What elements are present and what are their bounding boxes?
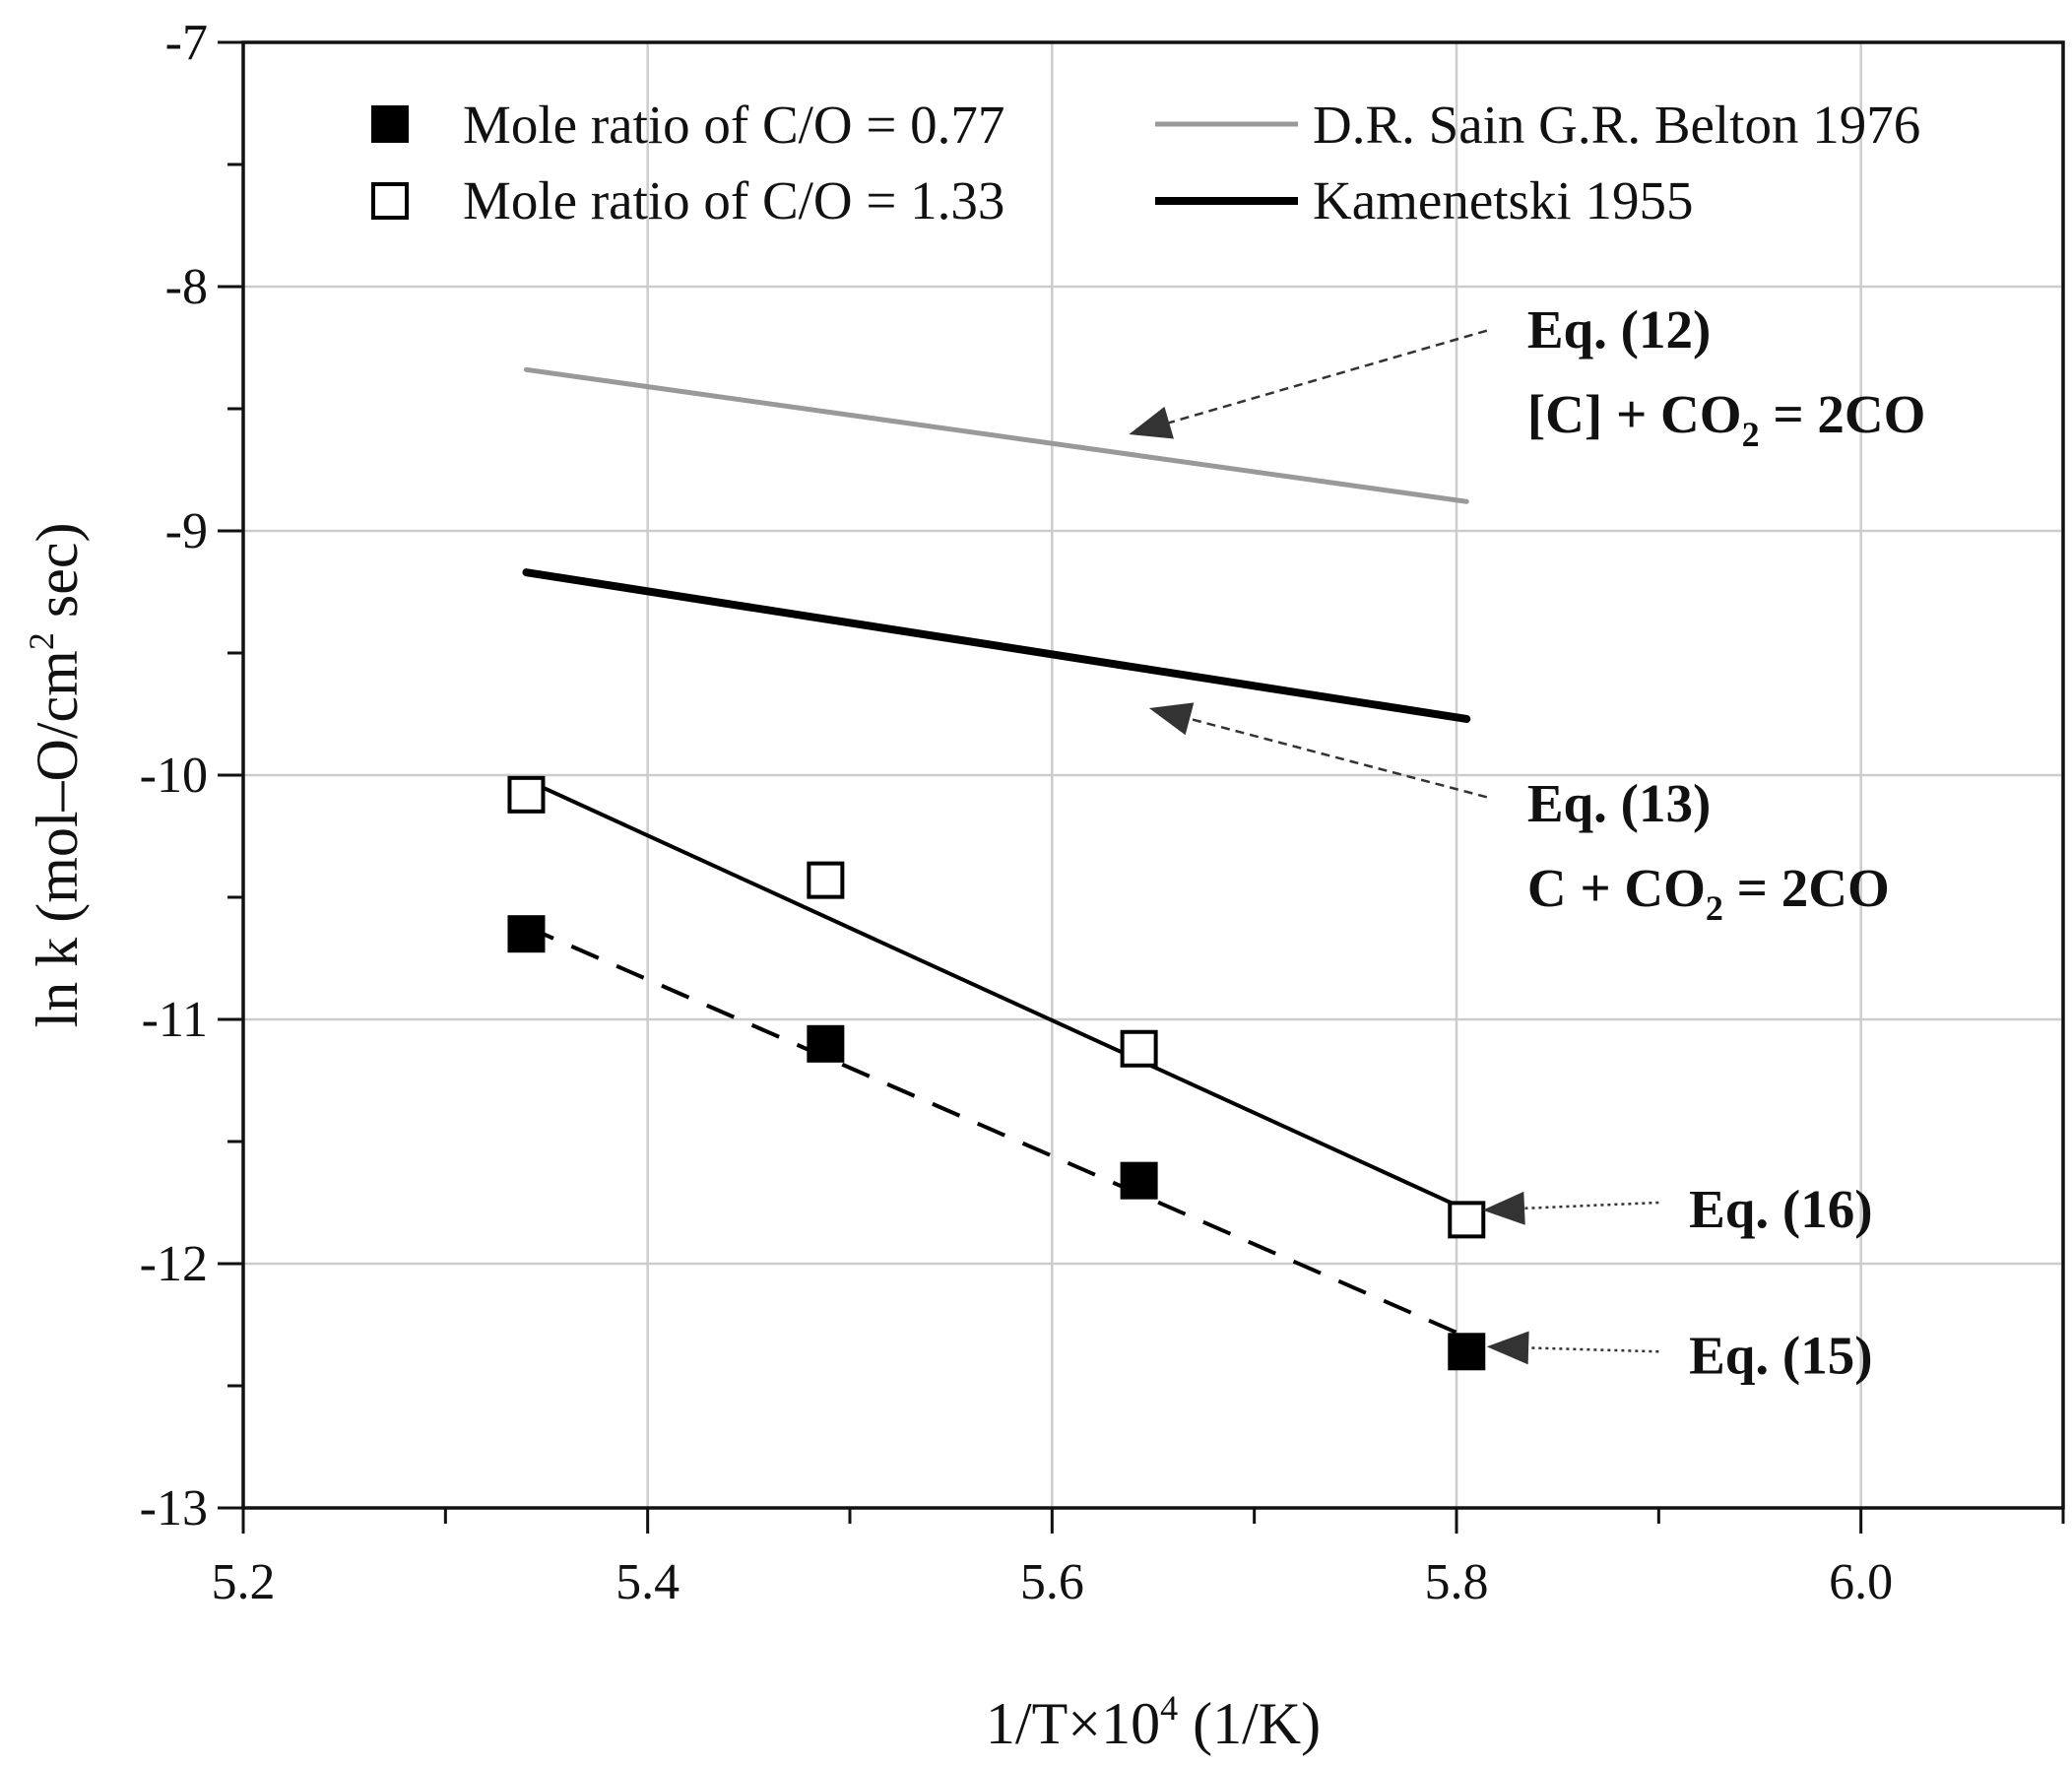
legend-item: D.R. Sain G.R. Belton 1976 <box>1155 95 1920 155</box>
legend-symbol-filled-square <box>371 105 409 143</box>
annotation-text: Eq. (12) <box>1527 299 1711 360</box>
fit-line <box>525 778 1468 1212</box>
legend-item: Mole ratio of C/O = 0.77 <box>371 95 1004 155</box>
annotation-arrow <box>1482 1191 1659 1225</box>
annotation-eq15: Eq. (15) <box>1486 1326 1873 1386</box>
annotation-segment: C + CO <box>1527 858 1706 918</box>
y-axis-title-base: ln k (mol–O/cm <box>25 650 90 1027</box>
annotation-arrow <box>1148 702 1488 799</box>
annotation-arrow <box>1486 1331 1659 1365</box>
legend-label: Mole ratio of C/O = 1.33 <box>463 170 1004 230</box>
annotation-arrow <box>1129 329 1488 439</box>
x-tick-label: 6.0 <box>1829 1554 1893 1610</box>
data-point-filled <box>1120 1161 1158 1200</box>
y-axis-title-sup: 2 <box>22 632 61 650</box>
y-tick-label: -7 <box>165 15 208 71</box>
data-point-open <box>507 775 546 814</box>
x-axis-title-base: 1/T×10 <box>986 1691 1160 1756</box>
fit-line <box>525 924 1468 1340</box>
data-point-open <box>1448 1201 1486 1239</box>
x-axis-title-rest: (1/K) <box>1178 1691 1321 1756</box>
legend-item: Kamenetski 1955 <box>1155 170 1693 230</box>
legend-label: D.R. Sain G.R. Belton 1976 <box>1313 95 1920 155</box>
y-axis-title-group: ln k (mol–O/cm2 sec) <box>22 523 90 1028</box>
annotation-segment: = 2CO <box>1723 858 1890 918</box>
y-tick-label: -11 <box>142 992 208 1048</box>
legend-label: Mole ratio of C/O = 0.77 <box>463 95 1004 155</box>
y-tick-label: -12 <box>140 1236 208 1292</box>
annotation-eq16: Eq. (16) <box>1482 1179 1873 1239</box>
y-axis-title-rest: sec) <box>25 523 90 633</box>
x-tick-label: 5.6 <box>1020 1554 1084 1610</box>
annotation-text: Eq. (16) <box>1689 1179 1872 1239</box>
series-line <box>522 568 1471 723</box>
y-tick-label: -10 <box>140 748 208 804</box>
annotation-segment: Eq. (13) <box>1527 773 1711 833</box>
annotation-segment: [C] + CO <box>1527 384 1742 444</box>
annotation-segment: Eq. (16) <box>1689 1179 1872 1239</box>
series-line <box>523 366 1469 504</box>
data-point-filled <box>1448 1333 1486 1371</box>
x-axis-title: 1/T×104 (1/K) <box>986 1688 1321 1756</box>
annotation-eq13: Eq. (13) C + CO2 = 2CO <box>1148 702 1890 928</box>
x-axis-title-sup: 4 <box>1160 1688 1178 1728</box>
data-point-open <box>1120 1029 1158 1068</box>
y-tick-label: -13 <box>140 1480 208 1536</box>
annotation-subscript: 2 <box>1706 888 1723 928</box>
x-tick-label: 5.8 <box>1425 1554 1489 1610</box>
data-point-filled <box>807 1024 845 1063</box>
annotation-eq12: Eq. (12) [C] + CO2 = 2CO <box>1129 299 1926 454</box>
annotation-segment: = 2CO <box>1760 384 1926 444</box>
annotation-segment: Eq. (12) <box>1527 299 1711 360</box>
data-point-open <box>807 861 845 899</box>
legend-label: Kamenetski 1955 <box>1313 170 1693 230</box>
annotation-text: Eq. (13) <box>1527 773 1711 833</box>
annotation-text: [C] + CO2 = 2CO <box>1527 384 1926 454</box>
legend-item: Mole ratio of C/O = 1.33 <box>371 170 1004 230</box>
annotation-segment: Eq. (15) <box>1689 1326 1872 1386</box>
annotation-text: Eq. (15) <box>1689 1326 1872 1386</box>
x-tick-label: 5.4 <box>615 1554 680 1610</box>
data-point-filled <box>507 915 546 953</box>
legend-symbol-open-square <box>371 182 409 220</box>
y-axis-title: ln k (mol–O/cm2 sec) <box>22 523 90 1028</box>
annotation-subscript: 2 <box>1742 415 1760 454</box>
annotation-text: C + CO2 = 2CO <box>1527 858 1890 928</box>
y-tick-label: -8 <box>165 259 208 315</box>
y-tick-label: -9 <box>165 503 208 559</box>
x-tick-label: 5.2 <box>212 1554 276 1610</box>
